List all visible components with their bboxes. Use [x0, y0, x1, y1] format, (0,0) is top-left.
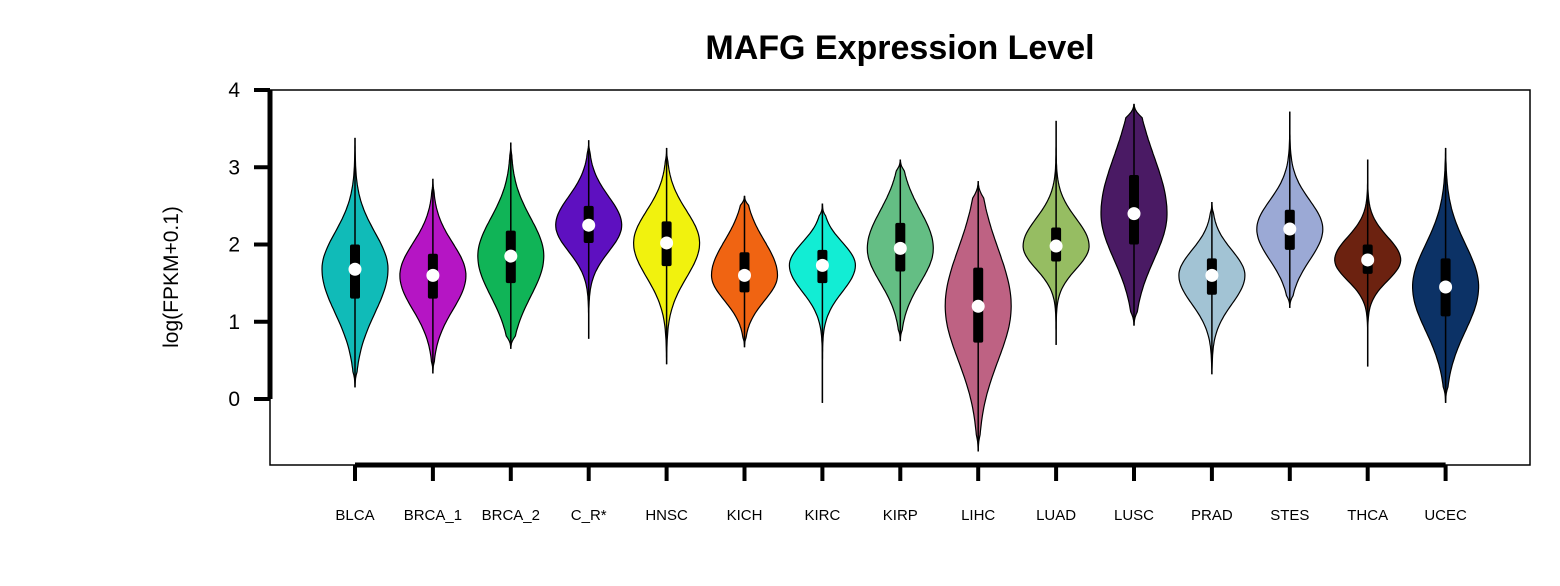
median-point-prad [1205, 268, 1219, 282]
median-point-lihc [971, 299, 985, 313]
median-point-kirc [815, 258, 829, 272]
y-tick-label: 3 [228, 156, 240, 179]
x-tick-label-brca-2: BRCA_2 [482, 507, 540, 524]
x-tick-label-kirp: KIRP [883, 507, 918, 524]
x-tick-label-ucec: UCEC [1424, 507, 1467, 524]
x-tick-label-lusc: LUSC [1114, 507, 1154, 524]
median-point-luad [1049, 239, 1063, 253]
y-tick-label: 0 [228, 388, 240, 411]
chart-title: MAFG Expression Level [705, 29, 1094, 67]
y-tick-label: 4 [228, 79, 240, 102]
x-tick-label-brca-1: BRCA_1 [404, 507, 462, 524]
median-point-brca-1 [426, 268, 440, 282]
median-point-kirp [893, 241, 907, 255]
median-point-thca [1361, 253, 1375, 267]
y-axis: 0 1 2 3 4 [228, 79, 273, 411]
x-tick-label-stes: STES [1270, 507, 1309, 524]
x-tick-label-blca: BLCA [335, 507, 374, 524]
violins-group [321, 103, 1480, 452]
median-point-hnsc [660, 236, 674, 250]
x-tick-label-lihc: LIHC [961, 507, 995, 524]
x-axis: BLCA BRCA_1 BRCA_2 C_R* HNSC KICH KIRC KIRP LIHC… [335, 462, 1467, 524]
x-tick-label-c-r-: C_R* [571, 507, 607, 524]
median-point-c-r- [582, 218, 596, 232]
median-point-kich [738, 268, 751, 282]
y-axis-label: log(FPKM+0.1) [160, 206, 183, 348]
x-tick-label-hnsc: HNSC [645, 507, 688, 524]
x-tick-label-luad: LUAD [1036, 507, 1076, 524]
median-point-blca [348, 262, 362, 276]
median-point-ucec [1439, 280, 1453, 294]
median-point-lusc [1127, 207, 1141, 221]
x-tick-label-prad: PRAD [1191, 507, 1233, 524]
y-tick-label: 2 [228, 234, 240, 257]
x-tick-label-kich: KICH [727, 507, 763, 524]
median-point-brca-2 [504, 249, 518, 263]
x-tick-label-kirc: KIRC [804, 507, 840, 524]
y-tick-label: 1 [228, 311, 240, 334]
median-point-stes [1283, 222, 1297, 236]
x-tick-label-thca: THCA [1347, 507, 1388, 524]
